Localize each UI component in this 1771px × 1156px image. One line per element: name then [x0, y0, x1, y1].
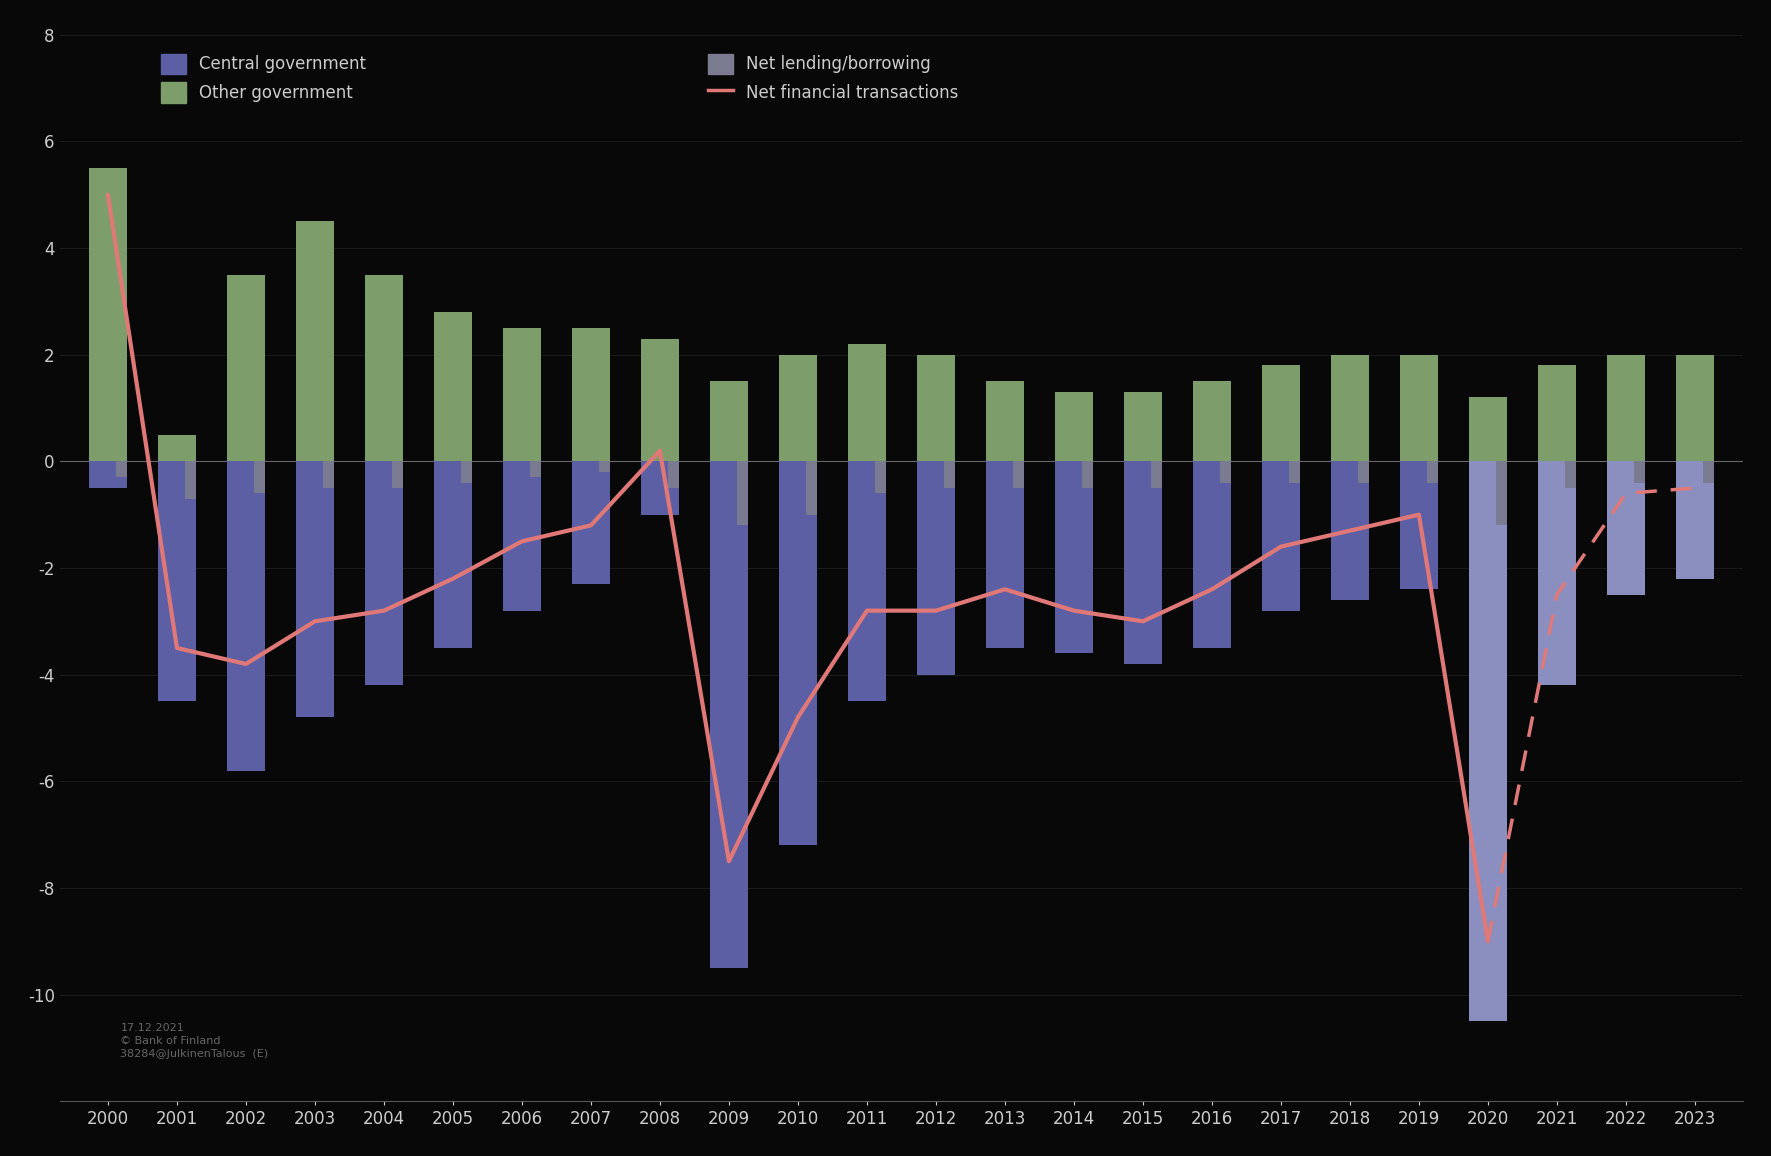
- Bar: [391, 461, 404, 488]
- Bar: [668, 461, 678, 488]
- Bar: [1056, 392, 1093, 461]
- Bar: [848, 344, 886, 461]
- Bar: [227, 275, 266, 461]
- Bar: [917, 355, 955, 461]
- Bar: [1702, 461, 1714, 483]
- Bar: [365, 275, 404, 461]
- Bar: [1606, 461, 1645, 594]
- Bar: [1537, 365, 1576, 461]
- Bar: [1675, 355, 1714, 461]
- Bar: [1468, 398, 1507, 461]
- Bar: [986, 381, 1024, 461]
- Bar: [641, 339, 678, 461]
- Bar: [710, 461, 747, 968]
- Bar: [503, 328, 540, 461]
- Bar: [1194, 461, 1231, 649]
- Bar: [1606, 355, 1645, 461]
- Bar: [1220, 461, 1231, 483]
- Bar: [1263, 461, 1300, 610]
- Bar: [89, 461, 128, 488]
- Bar: [434, 312, 471, 461]
- Bar: [1125, 392, 1162, 461]
- Bar: [296, 461, 335, 717]
- Bar: [503, 461, 540, 610]
- Bar: [89, 168, 128, 461]
- Bar: [158, 435, 197, 461]
- Bar: [1468, 461, 1507, 1021]
- Bar: [158, 461, 197, 702]
- Bar: [184, 461, 197, 498]
- Bar: [737, 461, 747, 525]
- Bar: [1426, 461, 1438, 483]
- Bar: [1082, 461, 1093, 488]
- Bar: [227, 461, 266, 771]
- Bar: [1263, 365, 1300, 461]
- Bar: [296, 222, 335, 461]
- Bar: [917, 461, 955, 675]
- Bar: [1564, 461, 1576, 488]
- Bar: [1675, 461, 1714, 579]
- Bar: [1537, 461, 1576, 686]
- Bar: [1399, 461, 1438, 590]
- Bar: [806, 461, 816, 514]
- Text: 17.12.2021
© Bank of Finland
38284@JulkinenTalous  (E): 17.12.2021 © Bank of Finland 38284@Julki…: [120, 1023, 269, 1059]
- Bar: [434, 461, 471, 649]
- Bar: [986, 461, 1024, 649]
- Bar: [1332, 355, 1369, 461]
- Bar: [1289, 461, 1300, 483]
- Bar: [1056, 461, 1093, 653]
- Bar: [365, 461, 404, 686]
- Bar: [641, 461, 678, 514]
- Bar: [460, 461, 471, 483]
- Bar: [1495, 461, 1507, 525]
- Bar: [530, 461, 540, 477]
- Bar: [1013, 461, 1024, 488]
- Bar: [572, 328, 609, 461]
- Bar: [1358, 461, 1369, 483]
- Bar: [599, 461, 609, 472]
- Legend: Net lending/borrowing, Net financial transactions: Net lending/borrowing, Net financial tra…: [708, 54, 958, 103]
- Bar: [1399, 355, 1438, 461]
- Bar: [848, 461, 886, 702]
- Bar: [1332, 461, 1369, 600]
- Bar: [253, 461, 266, 494]
- Bar: [1125, 461, 1162, 664]
- Bar: [1633, 461, 1645, 483]
- Bar: [115, 461, 128, 477]
- Bar: [1151, 461, 1162, 488]
- Bar: [875, 461, 886, 494]
- Bar: [572, 461, 609, 584]
- Bar: [710, 381, 747, 461]
- Bar: [779, 461, 816, 845]
- Bar: [1194, 381, 1231, 461]
- Bar: [944, 461, 955, 488]
- Bar: [779, 355, 816, 461]
- Bar: [322, 461, 335, 488]
